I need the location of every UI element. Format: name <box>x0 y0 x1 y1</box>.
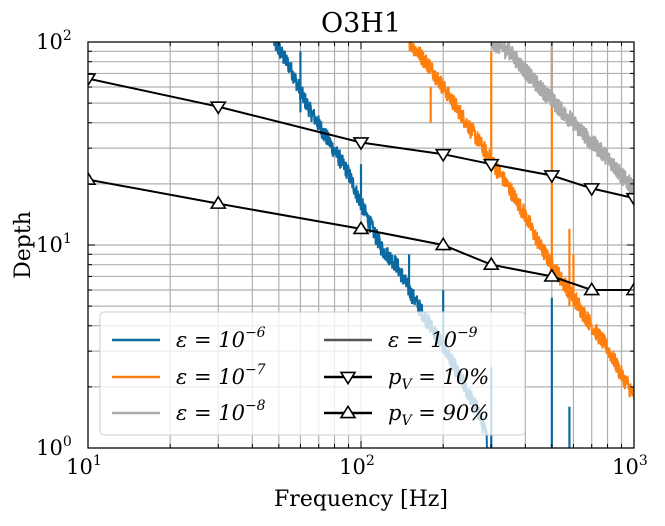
legend-label-3: ε = 10−9 <box>388 325 478 352</box>
y-tick-label: 102 <box>36 28 72 54</box>
series-line-5 <box>88 178 634 291</box>
data-layer <box>88 42 634 448</box>
legend: ε = 10−6 ε = 10−7 ε = 10−8 ε = 10−9 pV = 10%… <box>99 311 526 436</box>
legend-box <box>99 311 526 436</box>
legend-label-4: pV = 10% <box>388 365 489 393</box>
series-marker-5 <box>209 195 227 209</box>
y-tick-label: 101 <box>36 231 72 257</box>
series-curve-1 <box>408 42 634 400</box>
plot-frame <box>87 41 635 449</box>
series-marker-4 <box>543 170 561 184</box>
series-marker-5 <box>625 281 634 296</box>
series-curve-2 <box>490 42 634 196</box>
series-marker-4 <box>583 183 601 197</box>
series-marker-4 <box>482 158 500 173</box>
series-marker-5 <box>543 268 561 282</box>
series-marker-5 <box>434 236 452 251</box>
chart-title: O3H1 <box>321 8 401 39</box>
x-tick-label: 101 <box>66 453 102 479</box>
y-axis-label: Depth <box>11 211 36 279</box>
legend-marker-4 <box>339 371 357 386</box>
legend-marker-5 <box>339 404 357 419</box>
series-marker-4 <box>625 192 634 207</box>
series-marker-5 <box>482 256 500 271</box>
series-marker-5 <box>352 220 370 235</box>
legend-label-5: pV = 90% <box>388 401 489 429</box>
series-line-4 <box>88 77 634 200</box>
y-tick-label: 100 <box>36 434 72 460</box>
series-marker-4 <box>434 148 452 163</box>
legend-label-1: ε = 10−7 <box>176 362 266 389</box>
x-tick-label: 102 <box>339 453 375 479</box>
legend-label-2: ε = 10−8 <box>176 398 266 425</box>
series-marker-5 <box>88 171 97 185</box>
series-marker-5 <box>583 281 601 296</box>
series-marker-4 <box>352 137 370 151</box>
x-axis-label: Frequency [Hz] <box>274 487 448 512</box>
legend-label-0: ε = 10−6 <box>176 325 266 352</box>
x-tick-label: 103 <box>612 453 648 479</box>
series-marker-4 <box>209 101 227 115</box>
series-marker-4 <box>88 73 97 87</box>
